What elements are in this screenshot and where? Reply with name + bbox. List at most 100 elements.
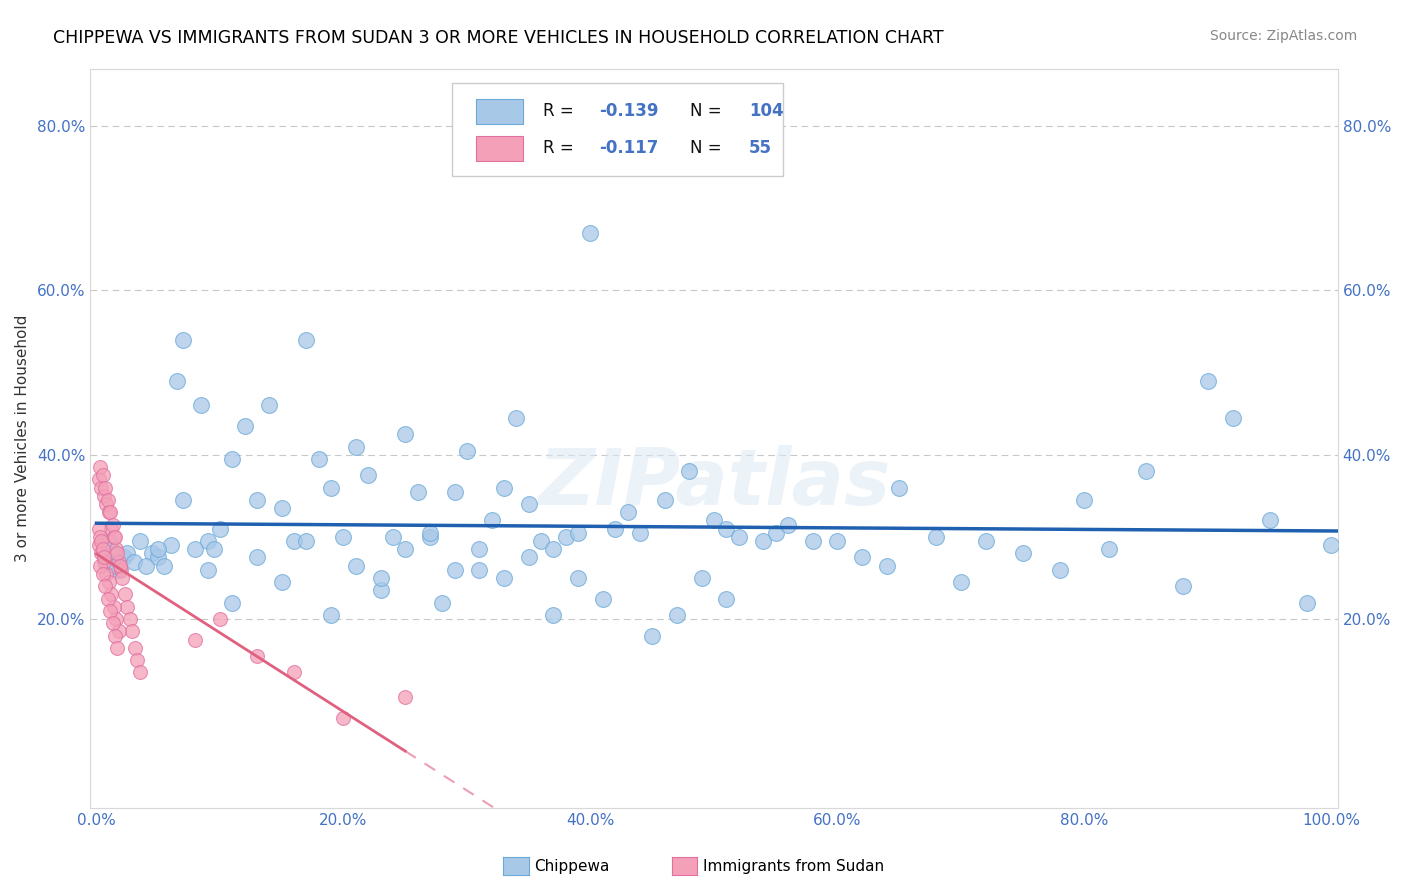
Point bbox=[1098, 542, 1121, 557]
Point bbox=[332, 530, 354, 544]
Point bbox=[97, 575, 120, 590]
Point bbox=[107, 563, 129, 577]
Point bbox=[96, 555, 118, 569]
Point bbox=[752, 534, 775, 549]
Point bbox=[96, 497, 118, 511]
Point bbox=[308, 451, 330, 466]
Point bbox=[419, 530, 441, 544]
Point bbox=[103, 599, 125, 614]
Point bbox=[172, 492, 194, 507]
Point bbox=[246, 648, 269, 663]
Point bbox=[394, 427, 416, 442]
Text: Immigrants from Sudan: Immigrants from Sudan bbox=[703, 859, 884, 873]
Point bbox=[108, 558, 131, 573]
Point bbox=[889, 481, 911, 495]
Point bbox=[974, 534, 997, 549]
Point bbox=[159, 538, 181, 552]
Point bbox=[505, 410, 527, 425]
Point bbox=[517, 497, 540, 511]
Point bbox=[530, 534, 553, 549]
Point bbox=[716, 522, 738, 536]
Text: Chippewa: Chippewa bbox=[534, 859, 610, 873]
Point bbox=[104, 530, 127, 544]
Point bbox=[148, 550, 170, 565]
Point bbox=[105, 612, 128, 626]
Point bbox=[1320, 538, 1343, 552]
Point bbox=[283, 665, 305, 680]
Bar bbox=[475, 99, 523, 124]
Point bbox=[1295, 596, 1317, 610]
Point bbox=[283, 534, 305, 549]
Point bbox=[107, 546, 129, 560]
Point bbox=[778, 517, 800, 532]
Point bbox=[128, 534, 150, 549]
Point bbox=[190, 399, 212, 413]
Point bbox=[117, 546, 139, 560]
Point bbox=[270, 575, 292, 590]
Point bbox=[246, 492, 269, 507]
Text: -0.117: -0.117 bbox=[599, 139, 658, 157]
Point bbox=[153, 558, 176, 573]
Point bbox=[107, 640, 129, 655]
Point bbox=[233, 419, 256, 434]
Point bbox=[90, 534, 112, 549]
Point bbox=[202, 542, 225, 557]
Point bbox=[221, 451, 243, 466]
Y-axis label: 3 or more Vehicles in Household: 3 or more Vehicles in Household bbox=[15, 315, 30, 562]
Point bbox=[579, 226, 602, 240]
Point bbox=[468, 542, 491, 557]
Point bbox=[89, 530, 111, 544]
Text: R =: R = bbox=[543, 103, 579, 120]
Point bbox=[801, 534, 824, 549]
Point bbox=[295, 333, 318, 347]
Point bbox=[370, 571, 392, 585]
Point bbox=[94, 579, 117, 593]
Point bbox=[394, 542, 416, 557]
Point bbox=[432, 596, 454, 610]
Point bbox=[93, 489, 115, 503]
Point bbox=[481, 513, 503, 527]
Point bbox=[91, 566, 114, 581]
Point bbox=[543, 607, 565, 622]
Point bbox=[321, 607, 343, 622]
Text: 55: 55 bbox=[749, 139, 772, 157]
Point bbox=[628, 525, 651, 540]
Point bbox=[104, 628, 127, 642]
Point bbox=[678, 464, 700, 478]
Point bbox=[110, 563, 132, 577]
Point bbox=[89, 460, 111, 475]
Point bbox=[184, 542, 207, 557]
Point bbox=[107, 555, 129, 569]
Point bbox=[1135, 464, 1157, 478]
Point bbox=[1197, 374, 1219, 388]
Point bbox=[87, 522, 110, 536]
Point bbox=[100, 542, 122, 557]
Point bbox=[1222, 410, 1244, 425]
Point bbox=[851, 550, 873, 565]
Point bbox=[87, 472, 110, 486]
Text: ZIPatlas: ZIPatlas bbox=[538, 445, 890, 521]
Point bbox=[456, 443, 478, 458]
Point bbox=[443, 484, 465, 499]
Point bbox=[104, 558, 127, 573]
Point bbox=[468, 563, 491, 577]
Text: Source: ZipAtlas.com: Source: ZipAtlas.com bbox=[1209, 29, 1357, 44]
Text: CHIPPEWA VS IMMIGRANTS FROM SUDAN 3 OR MORE VEHICLES IN HOUSEHOLD CORRELATION CH: CHIPPEWA VS IMMIGRANTS FROM SUDAN 3 OR M… bbox=[53, 29, 943, 47]
Point bbox=[1011, 546, 1033, 560]
Point bbox=[592, 591, 614, 606]
Point bbox=[87, 538, 110, 552]
FancyBboxPatch shape bbox=[453, 83, 783, 176]
Point bbox=[96, 566, 118, 581]
Point bbox=[259, 399, 281, 413]
Point bbox=[172, 333, 194, 347]
Point bbox=[1258, 513, 1281, 527]
Point bbox=[97, 591, 120, 606]
Point bbox=[118, 612, 141, 626]
Point bbox=[641, 628, 664, 642]
Point bbox=[517, 550, 540, 565]
Point bbox=[332, 711, 354, 725]
Point bbox=[344, 440, 367, 454]
Point bbox=[97, 505, 120, 519]
Point bbox=[105, 542, 128, 557]
Point bbox=[443, 563, 465, 577]
